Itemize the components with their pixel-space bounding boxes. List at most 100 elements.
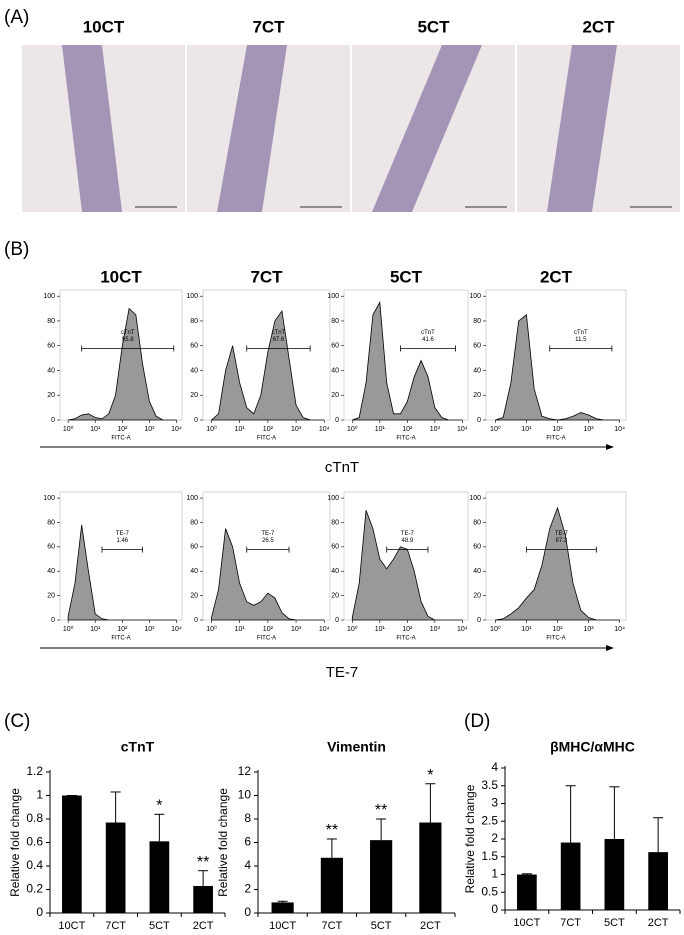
tissue [372,45,482,212]
x-tick-label: 5CT [604,917,625,929]
y-tick-label: 60 [47,544,55,551]
x-tick-label: 10⁰ [63,625,74,633]
y-tick-label: 0.2 [26,882,43,896]
y-tick-label: 80 [331,519,339,526]
y-tick-label: 80 [473,318,481,325]
x-tick-label: 7CT [321,920,342,932]
x-tick-label: 10¹ [90,426,101,433]
x-tick-label: 7CT [560,917,581,929]
tissue [217,45,287,212]
y-tick-label: 6 [244,835,251,849]
y-tick-label: 0.6 [26,835,43,849]
x-tick-label: 10³ [430,426,441,433]
x-axis-label: FITC-A [111,436,130,442]
histogram-area [351,510,463,621]
x-tick-label: 10CT [269,920,296,932]
histogram-area [495,506,620,621]
bar [370,840,393,913]
significance: ** [326,822,338,839]
tissue [62,45,122,212]
x-tick-label: 10² [402,626,413,633]
x-tick-label: 10² [402,426,413,433]
column-title: 10CT [83,17,125,36]
histogram-area [68,307,177,421]
y-tick-label: 2.5 [481,813,498,827]
y-tick-label: 60 [473,343,481,350]
x-tick-label: 10⁰ [490,425,501,433]
x-tick-label: 10³ [430,626,441,633]
column-title: 7CT [250,267,283,286]
y-axis-label: Relative fold change [216,788,230,897]
y-tick-label: 1 [36,788,43,802]
x-tick-label: 10⁴ [171,426,182,433]
chart-title: βMHC/αMHC [550,739,635,755]
x-tick-label: 10⁴ [319,426,330,433]
y-tick-label: 100 [327,293,339,300]
y-tick-label: 60 [331,544,339,551]
y-tick-label: 80 [47,318,55,325]
bar [604,839,625,910]
x-tick-label: 10CT [58,920,85,932]
x-tick-label: 10⁰ [206,425,217,433]
y-tick-label: 3 [491,796,498,810]
y-tick-label: 0.8 [26,811,43,825]
x-tick-label: 10³ [144,626,155,633]
x-tick-label: 10⁰ [206,625,217,633]
y-tick-label: 60 [190,343,198,350]
y-tick-label: 100 [469,495,481,502]
gate-label: cTnT [121,330,135,336]
column-title: 2CT [540,267,573,286]
x-axis-label: FITC-A [257,436,276,442]
y-tick-label: 80 [47,519,55,526]
x-tick-label: 10³ [144,426,155,433]
y-tick-label: 1.2 [26,764,43,778]
histogram-area [495,313,620,421]
y-tick-label: 80 [331,318,339,325]
chart-title: Vimentin [327,739,386,755]
x-axis-label: FITC-A [396,636,415,642]
significance: ** [375,802,387,819]
x-tick-label: 10⁰ [347,425,358,433]
y-tick-label: 20 [47,392,55,399]
x-tick-label: 10² [552,426,563,433]
y-tick-label: 80 [190,318,198,325]
y-tick-label: 2 [491,831,498,845]
y-tick-label: 8 [244,811,251,825]
y-tick-label: 0 [36,905,43,919]
x-tick-label: 10⁴ [614,426,625,433]
column-title: 5CT [390,267,423,286]
x-tick-label: 7CT [105,920,126,932]
bar [517,874,537,910]
x-axis-label: FITC-A [257,636,276,642]
gate-value: 26.5 [262,538,274,544]
tissue [547,45,617,212]
y-tick-label: 80 [190,519,198,526]
x-tick-label: 10¹ [90,626,101,633]
y-tick-label: 0 [491,902,498,916]
x-tick-label: 10⁴ [319,626,330,633]
bar [193,885,213,913]
y-tick-label: 100 [43,495,55,502]
x-tick-label: 10⁴ [457,426,468,433]
y-tick-label: 10 [238,788,252,802]
bar [62,795,82,913]
gate-value: 67.6 [273,337,285,343]
x-tick-label: 10¹ [521,426,532,433]
gate-value: 1.46 [116,538,128,544]
significance: * [156,798,162,815]
x-tick-label: 2CT [648,917,669,929]
column-title: 10CT [100,267,142,286]
y-tick-label: 0 [335,617,339,624]
x-tick-label: 10¹ [521,626,532,633]
y-tick-label: 12 [238,764,252,778]
significance: * [427,767,433,784]
x-tick-label: 10³ [291,626,302,633]
x-tick-label: 10⁴ [171,626,182,633]
gate-value: 48.9 [401,538,413,544]
y-tick-label: 3.5 [481,778,498,792]
y-tick-label: 0 [51,617,55,624]
x-tick-label: 10³ [291,426,302,433]
gate-label: TE-7 [401,531,415,537]
y-tick-label: 60 [47,343,55,350]
y-tick-label: 1.5 [481,849,498,863]
